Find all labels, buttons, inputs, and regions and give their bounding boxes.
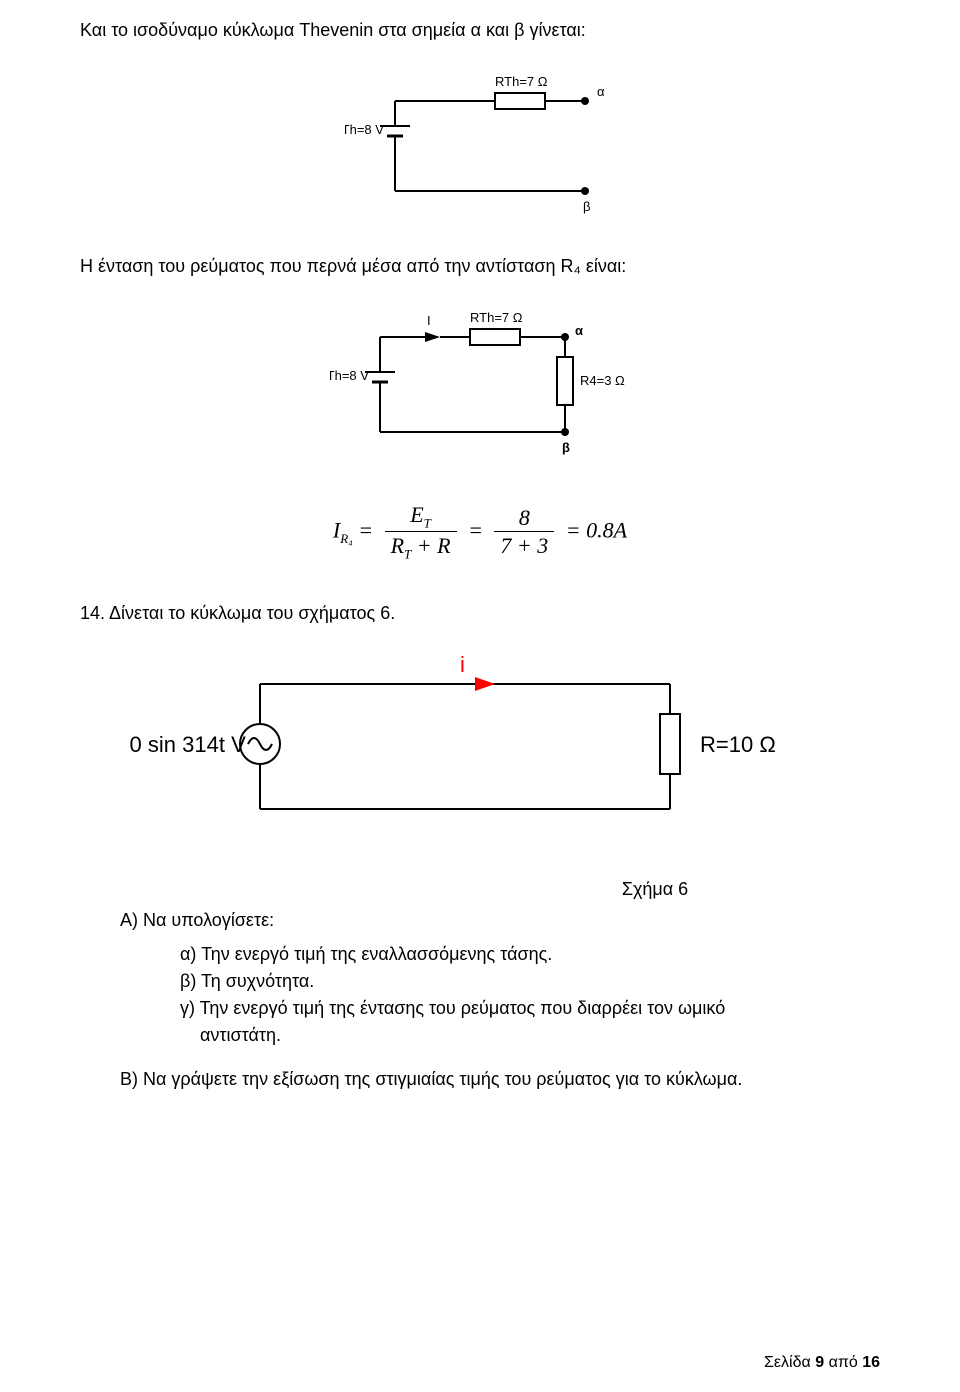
footer-page: 9 bbox=[815, 1354, 824, 1371]
eq-eq3: = 0.8A bbox=[566, 518, 627, 543]
question-A: Α) Να υπολογίσετε: bbox=[120, 910, 880, 931]
qa-gamma2: αντιστάτη. bbox=[180, 1022, 880, 1049]
footer-total: 16 bbox=[862, 1354, 880, 1371]
eq-den1-plus: + R bbox=[411, 533, 450, 558]
eq-lhs-sub: R₄ bbox=[340, 531, 352, 546]
footer-mid: από bbox=[824, 1354, 862, 1371]
circuit3-i-label: i bbox=[460, 652, 465, 677]
eq-num1: E bbox=[410, 502, 423, 527]
eq-eq1: = bbox=[358, 518, 378, 543]
qa-gamma: γ) Την ενεργό τιμή της έντασης του ρεύμα… bbox=[180, 995, 880, 1022]
circuit1-alpha: α bbox=[597, 84, 605, 99]
eq-num2: 8 bbox=[494, 505, 554, 532]
circuit2-i-label: I bbox=[427, 313, 431, 328]
eq-den1a: R bbox=[391, 533, 404, 558]
circuit1-beta: β bbox=[583, 199, 590, 214]
eq-den2: 7 + 3 bbox=[494, 532, 554, 561]
para2-text: Η ένταση του ρεύματος που περνά μέσα από… bbox=[80, 256, 880, 277]
circuit2-rth-label: RTh=7 Ω bbox=[470, 310, 523, 325]
circuit2-figure: I RTh=7 Ω α R4=3 Ω β ETh=8 V bbox=[80, 297, 880, 472]
circuit3-figure: i u=120 sin 314t V R=10 Ω bbox=[80, 644, 880, 849]
qa-beta: β) Τη συχνότητα. bbox=[180, 968, 880, 995]
equation: IR₄ = ET RT + R = 8 7 + 3 = 0.8A bbox=[80, 502, 880, 563]
qa-alpha: α) Την ενεργό τιμή της εναλλασσόμενης τά… bbox=[180, 941, 880, 968]
footer-prefix: Σελίδα bbox=[764, 1354, 815, 1371]
q14-text: 14. Δίνεται το κύκλωμα του σχήματος 6. bbox=[80, 603, 880, 624]
circuit3-u-label: u=120 sin 314t V bbox=[130, 732, 246, 757]
circuit1-eth-label: ETh=8 V bbox=[345, 122, 384, 137]
circuit2-eth-label: ETh=8 V bbox=[330, 368, 369, 383]
page-footer: Σελίδα 9 από 16 bbox=[764, 1354, 880, 1372]
eq-num1-sub: T bbox=[424, 515, 431, 530]
question-B: Β) Να γράψετε την εξίσωση της στιγμιαίας… bbox=[120, 1069, 880, 1090]
intro-text: Και το ισοδύναμο κύκλωμα Thevenin στα ση… bbox=[80, 20, 880, 41]
circuit1-rth-label: RTh=7 Ω bbox=[495, 74, 548, 89]
eq-eq2: = bbox=[468, 518, 488, 543]
circuit2-r4-label: R4=3 Ω bbox=[580, 373, 625, 388]
circuit2-beta: β bbox=[562, 440, 570, 455]
circuit1-figure: α RTh=7 Ω ETh=8 V β bbox=[80, 61, 880, 226]
circuit3-r-label: R=10 Ω bbox=[700, 732, 776, 757]
circuit2-alpha: α bbox=[575, 323, 583, 338]
schema6-label: Σχήμα 6 bbox=[430, 879, 880, 900]
